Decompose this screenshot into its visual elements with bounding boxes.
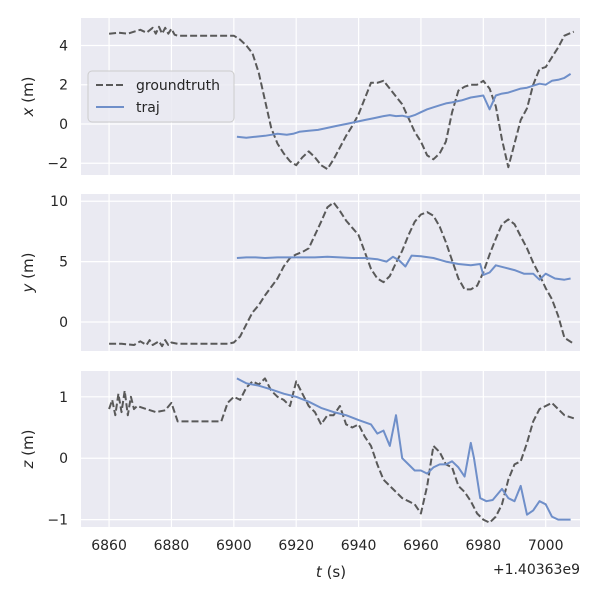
y-tick-label: 1 (59, 390, 68, 406)
legend-box (87, 70, 235, 123)
y-axis-label-z: z (m) (19, 430, 37, 470)
legend: groundtruth traj (87, 70, 235, 123)
x-tick-label: 6960 (403, 538, 439, 554)
y-tick-label: 0 (59, 315, 68, 331)
y-axis-label-unit: (m) (19, 253, 37, 284)
y-axis-label-var: y (19, 282, 37, 293)
x-axis-label-var: t (316, 563, 323, 581)
y-axis-label-y: y (m) (19, 253, 37, 294)
y-axis-label-unit: (m) (19, 430, 37, 461)
x-axis-label-unit: (s) (322, 563, 346, 581)
y-tick-label: 10 (50, 194, 68, 210)
y-axis-label-unit: (m) (19, 77, 37, 108)
series-line-traj-y (236, 254, 571, 281)
series-line-traj-x (236, 73, 572, 139)
panel-y: 0 5 10 y (m) (19, 194, 580, 351)
x-tick-label: 6920 (278, 538, 314, 554)
x-tick-label: 6900 (216, 538, 252, 554)
panel-z: −1 0 1 z (m) (19, 371, 580, 529)
y-axis-label-var: z (19, 459, 37, 469)
y-tick-label: 2 (59, 78, 68, 94)
x-axis-label: t (s) (316, 563, 346, 581)
y-tick-label: −1 (47, 513, 68, 529)
y-tick-label: 0 (59, 451, 68, 467)
legend-label-traj: traj (136, 100, 160, 116)
y-tick-label: 5 (59, 255, 68, 271)
x-tick-label: 6880 (154, 538, 190, 554)
series-line-traj-z (236, 377, 571, 521)
plot-area-z (81, 371, 580, 527)
y-axis-label-var: x (19, 107, 37, 117)
series-line-groundtruth-z (108, 377, 575, 524)
y-tick-label: −2 (47, 156, 68, 172)
panel-x: −2 0 2 4 x (m) groundtruth traj (19, 18, 580, 175)
y-axis-label-x: x (m) (19, 77, 37, 118)
x-axis-offset-text: +1.40363e9 (493, 562, 580, 578)
legend-label-groundtruth: groundtruth (136, 78, 220, 94)
x-tick-label: 6860 (91, 538, 127, 554)
x-tick-label: 6980 (465, 538, 501, 554)
y-tick-label: 4 (59, 38, 68, 54)
x-tick-label: 7000 (528, 538, 564, 554)
y-tick-label: 0 (59, 117, 68, 133)
plot-area-y (81, 194, 580, 351)
x-tick-label: 6940 (341, 538, 377, 554)
series-line-groundtruth-y (109, 201, 575, 348)
